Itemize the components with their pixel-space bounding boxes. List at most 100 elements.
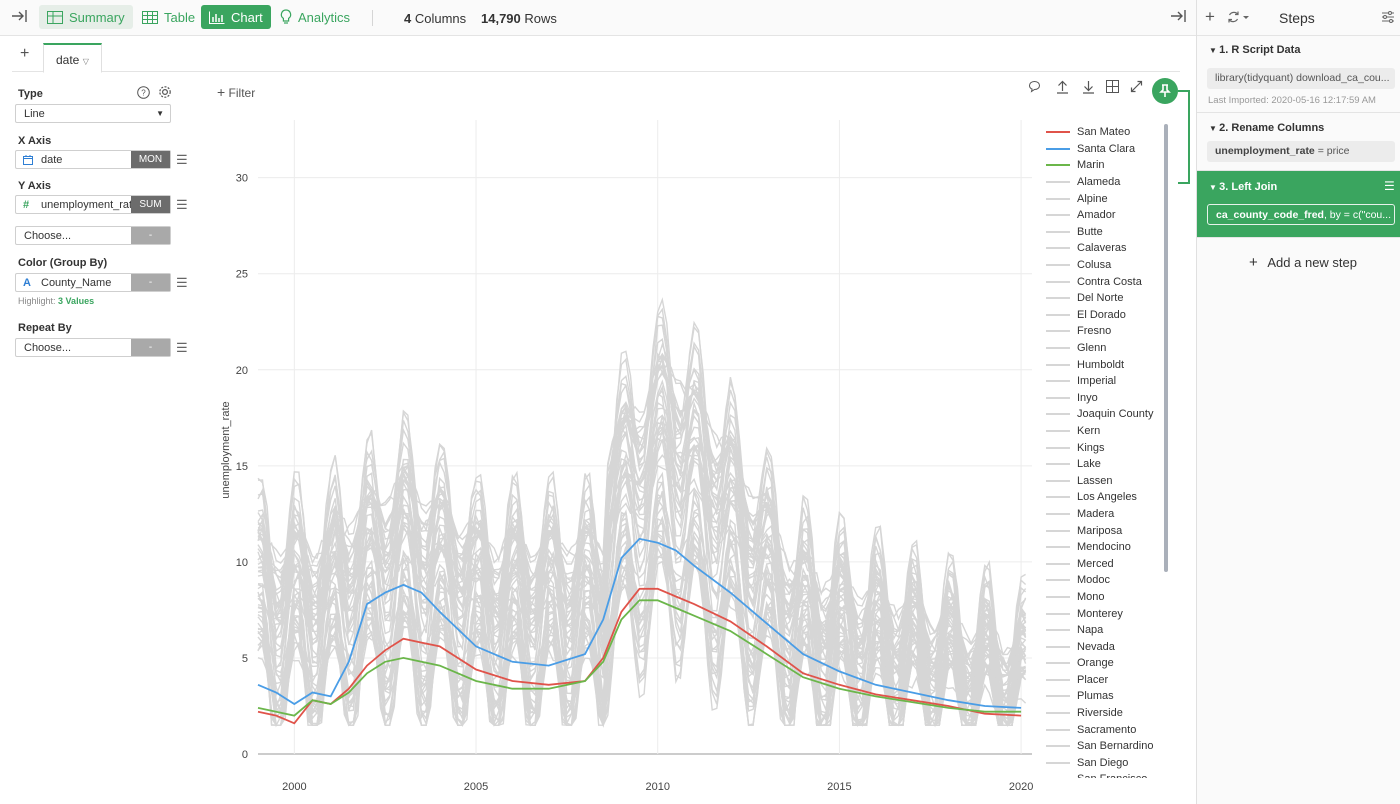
- highlight-note[interactable]: Highlight: 3 Values: [18, 296, 94, 306]
- tab-date[interactable]: date ▽: [43, 43, 102, 73]
- legend-item[interactable]: Madera: [1046, 506, 1164, 523]
- y-axis-menu-icon[interactable]: ☰: [176, 197, 188, 212]
- chart-view-button[interactable]: Chart: [201, 5, 271, 29]
- legend-item[interactable]: Butte: [1046, 224, 1164, 241]
- step-item-active[interactable]: ▼ 3. Left Join ☰ ca_county_code_fred, by…: [1197, 171, 1400, 238]
- legend-item[interactable]: Nevada: [1046, 638, 1164, 655]
- legend-label: Sacramento: [1077, 723, 1137, 736]
- repeat-by-menu-icon[interactable]: ☰: [176, 340, 188, 355]
- legend-item[interactable]: Fresno: [1046, 323, 1164, 340]
- legend-label: San Mateo: [1077, 126, 1131, 139]
- legend-item[interactable]: Kings: [1046, 439, 1164, 456]
- highlight-values-link[interactable]: 3 Values: [58, 296, 95, 306]
- legend-swatch: [1046, 396, 1070, 399]
- legend-item[interactable]: San Bernardino: [1046, 738, 1164, 755]
- legend-item[interactable]: Alpine: [1046, 190, 1164, 207]
- legend-label: San Diego: [1077, 756, 1129, 769]
- repeat-by-agg[interactable]: -: [131, 339, 170, 356]
- legend-swatch: [1046, 363, 1070, 366]
- legend-label: Nevada: [1077, 640, 1115, 653]
- x-tick-label: 2000: [282, 781, 306, 793]
- steps-panel: + Steps ▼ 1. R Script Data library(tidyq…: [1196, 0, 1400, 804]
- chart-type-select[interactable]: Line ▼: [15, 104, 171, 123]
- county-series-line: [257, 357, 1026, 656]
- y-axis-extra-agg[interactable]: -: [131, 227, 170, 244]
- table-view-button[interactable]: Table: [134, 5, 203, 29]
- collapse-left-icon[interactable]: [11, 9, 29, 28]
- legend-item[interactable]: Mono: [1046, 589, 1164, 606]
- legend-item[interactable]: Sacramento: [1046, 721, 1164, 738]
- y-axis-field[interactable]: # unemployment_rate SUM: [15, 195, 171, 214]
- legend-item[interactable]: Lake: [1046, 456, 1164, 473]
- legend-item[interactable]: El Dorado: [1046, 307, 1164, 324]
- x-axis-field[interactable]: date MON: [15, 150, 171, 169]
- legend-scrollbar[interactable]: [1164, 124, 1168, 572]
- expand-icon[interactable]: [1130, 80, 1143, 96]
- legend-item[interactable]: Monterey: [1046, 605, 1164, 622]
- table-view-label: Table: [164, 9, 196, 25]
- legend-item[interactable]: Amador: [1046, 207, 1164, 224]
- add-new-step-button[interactable]: + Add a new step: [1249, 254, 1357, 271]
- add-step-plus-icon[interactable]: +: [1205, 7, 1215, 26]
- legend-item[interactable]: Plumas: [1046, 688, 1164, 705]
- layout-grid-icon[interactable]: [1106, 80, 1119, 96]
- legend-item[interactable]: Joaquin County: [1046, 406, 1164, 423]
- legend-item[interactable]: Santa Clara: [1046, 141, 1164, 158]
- legend-item[interactable]: San Diego: [1046, 755, 1164, 772]
- legend-swatch: [1046, 214, 1070, 217]
- x-axis-menu-icon[interactable]: ☰: [176, 152, 188, 167]
- x-axis-aggregation[interactable]: MON: [131, 151, 170, 168]
- legend-item[interactable]: Riverside: [1046, 705, 1164, 722]
- toolbar-divider: [372, 10, 373, 26]
- filter-button[interactable]: + Filter: [217, 84, 255, 100]
- legend-item[interactable]: Calaveras: [1046, 240, 1164, 257]
- step-item[interactable]: ▼ 2. Rename Columns unemployment_rate = …: [1197, 113, 1400, 171]
- summary-view-button[interactable]: Summary: [39, 5, 133, 29]
- share-upload-icon[interactable]: [1056, 80, 1069, 97]
- legend-item[interactable]: Inyo: [1046, 390, 1164, 407]
- help-icon[interactable]: ?: [137, 86, 150, 102]
- legend-item[interactable]: Del Norte: [1046, 290, 1164, 307]
- legend-item[interactable]: Contra Costa: [1046, 273, 1164, 290]
- legend-item[interactable]: Humboldt: [1046, 356, 1164, 373]
- download-icon[interactable]: [1082, 80, 1095, 97]
- refresh-icon[interactable]: [1227, 10, 1251, 27]
- legend-item[interactable]: Placer: [1046, 672, 1164, 689]
- add-tab-icon[interactable]: +: [20, 45, 30, 62]
- legend-item[interactable]: Merced: [1046, 555, 1164, 572]
- collapse-right-icon[interactable]: [1170, 9, 1188, 28]
- step-code[interactable]: library(tidyquant) download_ca_cou...: [1207, 68, 1395, 89]
- legend-item[interactable]: Alameda: [1046, 174, 1164, 191]
- legend-item[interactable]: Mendocino: [1046, 539, 1164, 556]
- step-item[interactable]: ▼ 1. R Script Data library(tidyquant) do…: [1197, 36, 1400, 113]
- legend-item[interactable]: Imperial: [1046, 373, 1164, 390]
- repeat-by-field[interactable]: Choose... -: [15, 338, 171, 357]
- legend-item[interactable]: Los Angeles: [1046, 489, 1164, 506]
- color-group-agg[interactable]: -: [131, 274, 170, 291]
- y-axis-aggregation[interactable]: SUM: [131, 196, 170, 213]
- legend-item[interactable]: Mariposa: [1046, 522, 1164, 539]
- legend-item[interactable]: Marin: [1046, 157, 1164, 174]
- legend-item[interactable]: Kern: [1046, 423, 1164, 440]
- legend-label: Monterey: [1077, 607, 1123, 620]
- legend-item[interactable]: Colusa: [1046, 257, 1164, 274]
- step-menu-icon[interactable]: ☰: [1384, 179, 1395, 193]
- legend-item[interactable]: San Francisco: [1046, 771, 1164, 778]
- step-code[interactable]: ca_county_code_fred, by = c("cou...: [1207, 204, 1395, 225]
- settings-sliders-icon[interactable]: [1381, 10, 1395, 27]
- gear-icon[interactable]: [158, 85, 172, 102]
- pin-chart-button[interactable]: [1152, 78, 1178, 104]
- comment-icon[interactable]: [1028, 80, 1041, 96]
- legend-item[interactable]: Orange: [1046, 655, 1164, 672]
- legend-item[interactable]: Modoc: [1046, 572, 1164, 589]
- legend-item[interactable]: Glenn: [1046, 340, 1164, 357]
- color-group-menu-icon[interactable]: ☰: [176, 275, 188, 290]
- analytics-view-button[interactable]: Analytics: [272, 5, 358, 29]
- legend-item[interactable]: San Mateo: [1046, 124, 1164, 141]
- step-code[interactable]: unemployment_rate = price: [1207, 141, 1395, 162]
- columns-count-value: 4: [404, 11, 412, 26]
- y-axis-extra-field[interactable]: Choose... -: [15, 226, 171, 245]
- legend-item[interactable]: Lassen: [1046, 472, 1164, 489]
- legend-item[interactable]: Napa: [1046, 622, 1164, 639]
- color-group-field[interactable]: A County_Name -: [15, 273, 171, 292]
